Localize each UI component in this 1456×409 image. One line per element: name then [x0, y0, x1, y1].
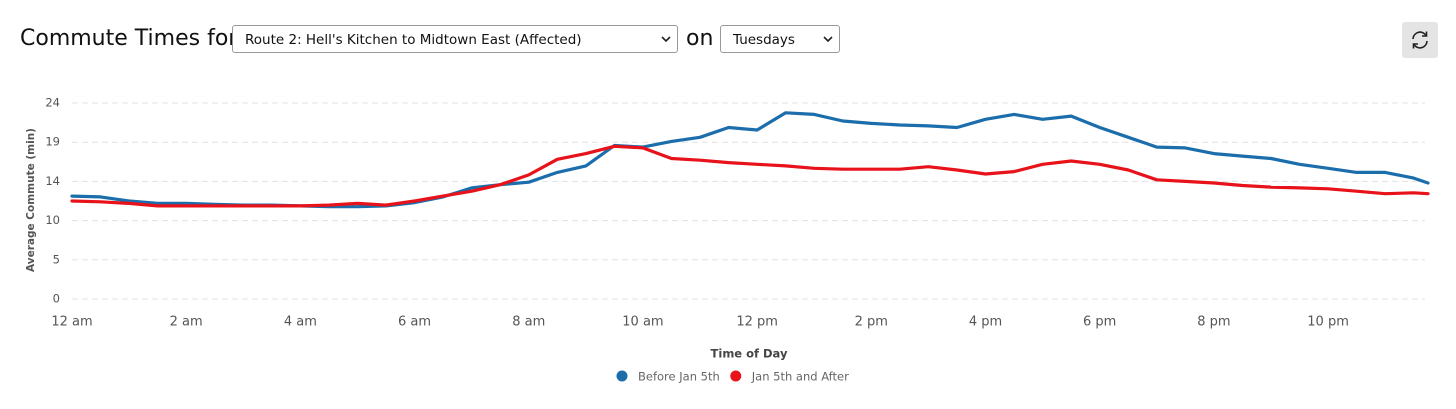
y-axis-title: Average Commute (min) [25, 128, 37, 272]
legend-label: Jan 5th and After [751, 370, 849, 384]
legend-label: Before Jan 5th [638, 370, 720, 384]
x-tick-label: 12 am [51, 315, 92, 330]
refresh-button[interactable] [1402, 22, 1438, 58]
y-tick-label: 0 [53, 292, 60, 306]
y-tick-label: 5 [53, 252, 60, 266]
line-series [70, 111, 1430, 209]
day-select[interactable]: Tuesdays [720, 25, 840, 53]
title: Commute Times for [20, 26, 238, 51]
y-tick-label: 14 [45, 174, 60, 188]
y-tick-label: 19 [45, 135, 60, 149]
x-tick-label: 6 am [398, 315, 431, 330]
x-axis-title: Time of Day [711, 347, 788, 361]
refresh-icon [1412, 31, 1428, 49]
legend-marker [730, 370, 742, 382]
chevron [823, 36, 833, 43]
x-tick-label: 6 pm [1083, 315, 1116, 330]
day-value: Tuesdays [733, 32, 795, 48]
route-value: Route 2: Hell's Kitchen to Midtown East … [245, 32, 582, 48]
x-tick-label: 10 am [622, 315, 663, 330]
legend-marker [616, 370, 628, 382]
route-select[interactable]: Route 2: Hell's Kitchen to Midtown East … [232, 25, 678, 53]
x-tick-label: 8 am [512, 315, 545, 330]
chevron [661, 36, 671, 43]
x-tick-label: 10 pm [1307, 315, 1349, 330]
x-tick-label: 12 pm [736, 315, 778, 330]
x-tick-label: 8 pm [1197, 315, 1230, 330]
header: Commute Times for Route 2: Hell's Kitche… [0, 22, 1456, 58]
x-tick-label: 2 am [170, 315, 203, 330]
y-tick-label: 24 [45, 96, 60, 110]
y-tick-label: 10 [45, 213, 60, 227]
connector: on [686, 26, 714, 51]
line-series [70, 144, 1430, 208]
x-tick-label: 2 pm [855, 315, 888, 330]
x-tick-label: 4 pm [969, 315, 1002, 330]
x-tick-label: 4 am [284, 315, 317, 330]
